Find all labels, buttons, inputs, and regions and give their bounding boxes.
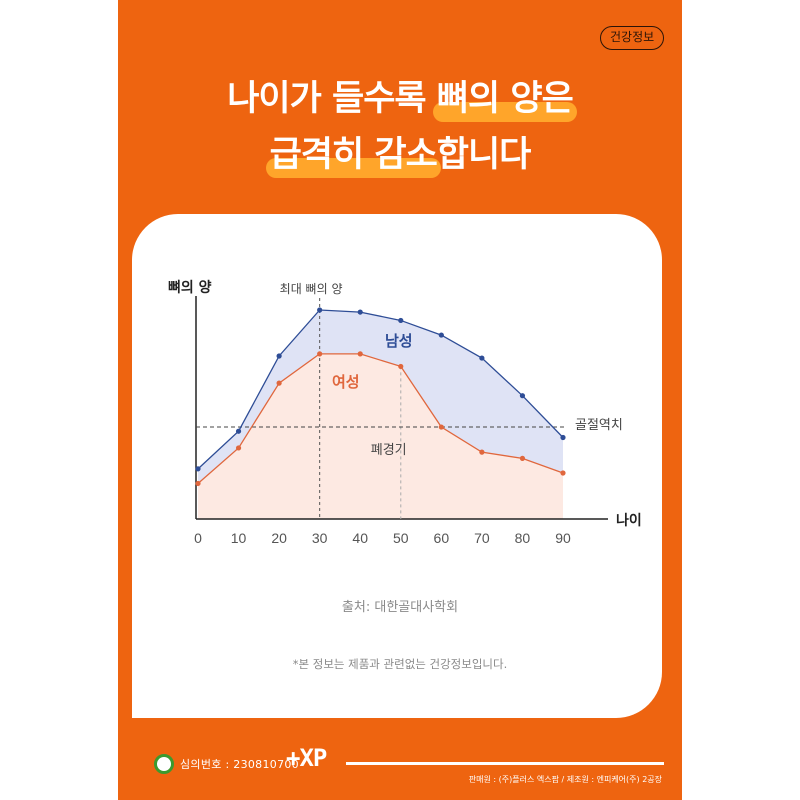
women-point-40 bbox=[357, 351, 363, 357]
threshold-label: 골절역치 bbox=[575, 418, 623, 433]
women-point-30 bbox=[317, 351, 323, 357]
men-point-90 bbox=[560, 434, 566, 441]
headline-line-1: 나이가 들수록 뼈의 양은 bbox=[118, 74, 682, 124]
x-tick-30: 30 bbox=[312, 530, 328, 546]
disclaimer-note: *본 정보는 제품과 관련없는 건강정보입니다. bbox=[292, 657, 508, 671]
men-point-40 bbox=[357, 309, 363, 315]
women-point-20 bbox=[276, 380, 282, 386]
women-series-label: 여성 bbox=[332, 373, 360, 391]
y-axis-label: 뼈의 양 bbox=[168, 279, 212, 296]
headline-plain-2: 합니다 bbox=[436, 135, 532, 175]
footer-divider bbox=[346, 762, 664, 765]
men-point-60 bbox=[438, 332, 444, 338]
men-point-80 bbox=[519, 393, 526, 399]
x-tick-60: 60 bbox=[434, 530, 450, 546]
men-point-20 bbox=[276, 353, 282, 359]
x-tick-70: 70 bbox=[474, 530, 490, 546]
x-tick-20: 20 bbox=[271, 530, 287, 546]
x-tick-50: 50 bbox=[393, 530, 409, 546]
menopause-label: 폐경기 bbox=[371, 443, 407, 458]
peak-label: 최대 뼈의 양 bbox=[280, 282, 343, 296]
x-tick-10: 10 bbox=[231, 530, 247, 546]
men-point-70 bbox=[479, 355, 485, 361]
men-line bbox=[197, 309, 564, 470]
women-line bbox=[197, 353, 564, 484]
men-point-10 bbox=[235, 428, 242, 434]
health-info-tag: 건강정보 bbox=[600, 26, 665, 50]
review-badge-icon bbox=[154, 754, 174, 774]
headline-highlight-2: 급격히 감소 bbox=[265, 130, 441, 180]
men-point-30 bbox=[317, 307, 323, 313]
x-axis-label: 나이 bbox=[616, 512, 642, 529]
women-point-80 bbox=[519, 455, 526, 461]
headline-line-2: 급격히 감소합니다 bbox=[118, 130, 682, 180]
source-text: 출처: 대한골대사학회 bbox=[341, 600, 459, 615]
x-tick-90: 90 bbox=[555, 530, 571, 546]
women-area bbox=[198, 353, 563, 519]
review-number: 심의번호 : 230810700 bbox=[180, 758, 299, 771]
women-point-60 bbox=[438, 424, 444, 430]
brand-logo: +XP bbox=[286, 744, 327, 772]
x-tick-40: 40 bbox=[352, 530, 368, 546]
women-point-10 bbox=[235, 445, 242, 451]
women-point-90 bbox=[560, 470, 566, 476]
poster: 건강정보 나이가 들수록 뼈의 양은 급격히 감소합니다 0 10 20 30 40 50… bbox=[118, 0, 682, 800]
headline-highlight-1: 뼈의 양은 bbox=[432, 74, 577, 124]
women-point-70 bbox=[479, 449, 485, 455]
men-point-0 bbox=[195, 466, 201, 472]
men-point-50 bbox=[398, 317, 404, 324]
men-series-label: 남성 bbox=[385, 332, 413, 350]
x-tick-80: 80 bbox=[515, 530, 531, 546]
x-tick-0: 0 bbox=[194, 530, 202, 546]
headline-plain-1: 나이가 들수록 bbox=[227, 79, 437, 119]
women-point-50 bbox=[398, 363, 404, 370]
maker-info: 판매원 : (주)플러스 엑스팜 / 제조원 : 엔피케어(주) 2공장 bbox=[468, 775, 662, 784]
women-point-0 bbox=[195, 480, 201, 487]
